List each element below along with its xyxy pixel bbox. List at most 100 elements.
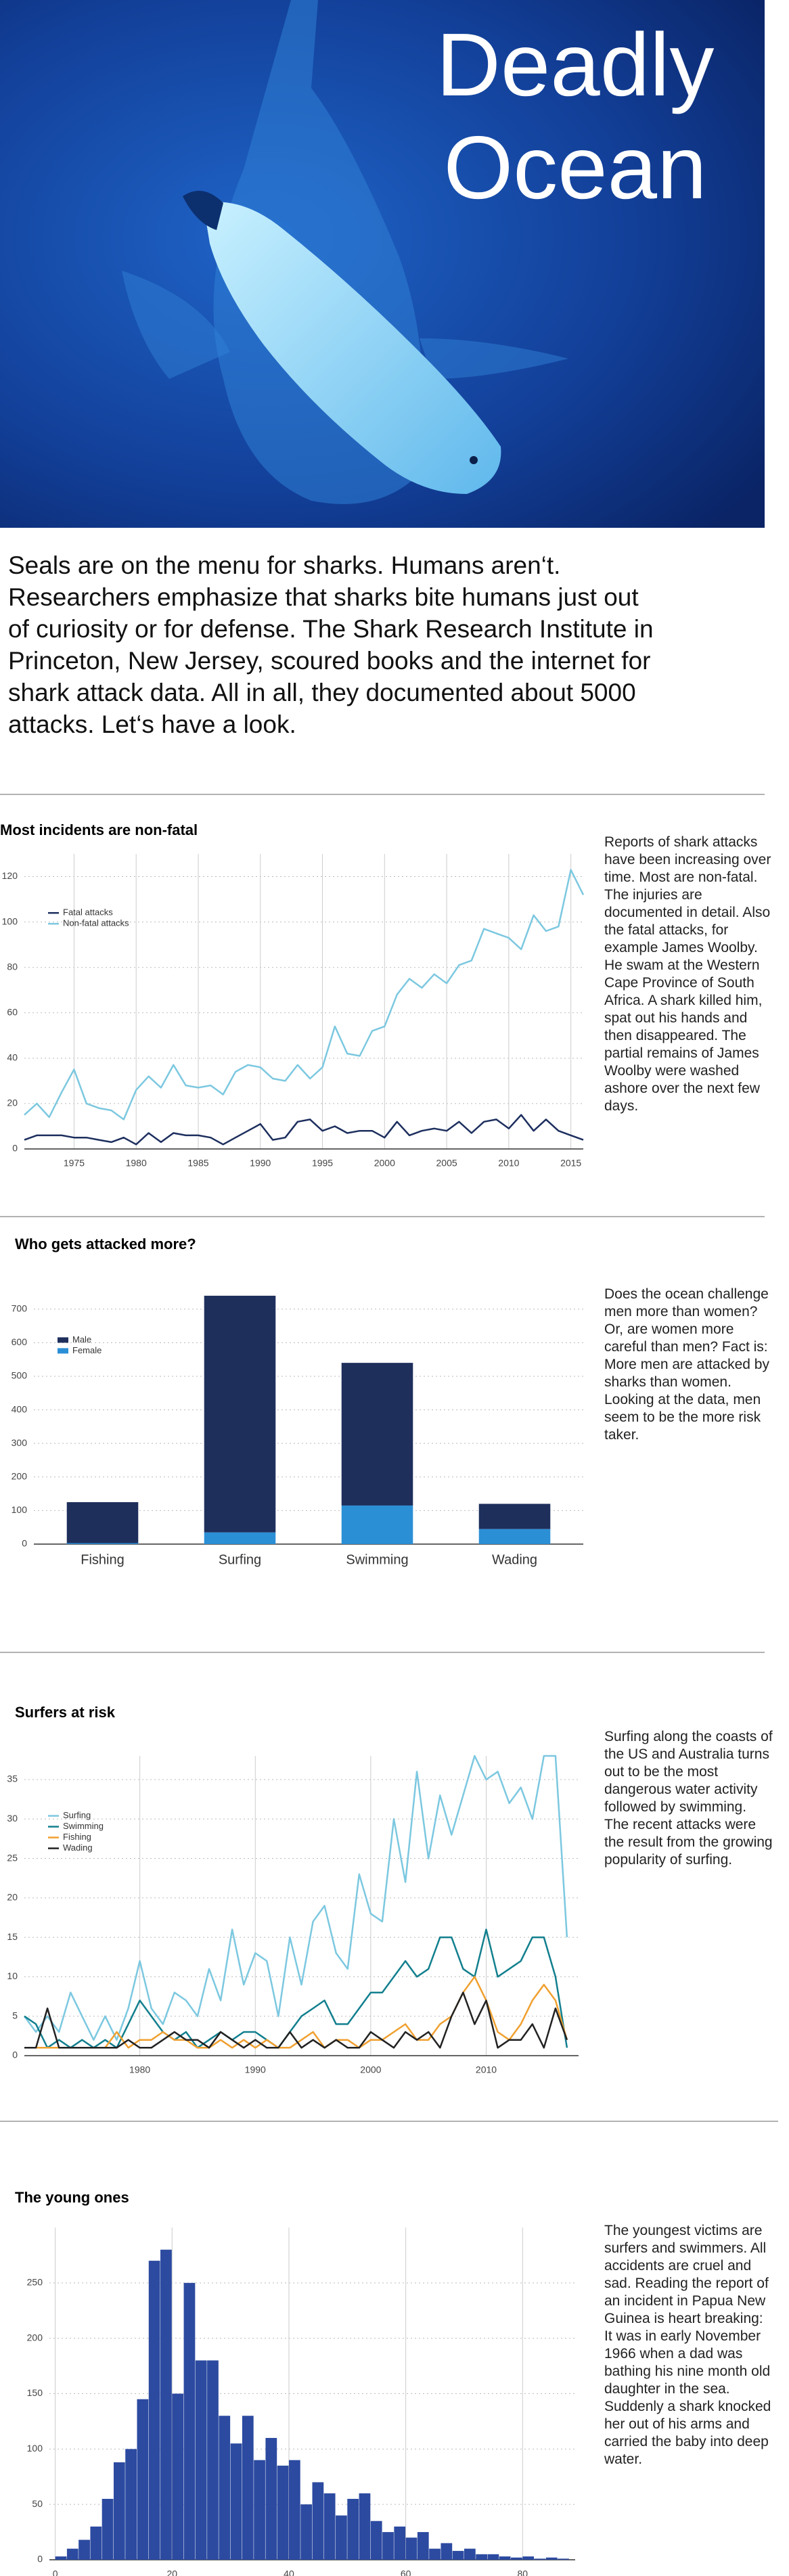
seal-eye xyxy=(470,456,478,464)
histogram-bar xyxy=(312,2482,324,2560)
histogram-bar xyxy=(429,2548,441,2560)
y-tick-label: 60 xyxy=(7,1006,18,1017)
y-tick-label: 250 xyxy=(27,2277,43,2288)
x-tick-label: 20 xyxy=(167,2569,178,2576)
histogram-bar xyxy=(265,2437,277,2560)
bar-segment xyxy=(66,1501,139,1543)
chart-title: Who gets attacked more? xyxy=(15,1236,196,1252)
histogram-bar xyxy=(137,2399,149,2560)
histogram-bar xyxy=(219,2416,231,2560)
series-line xyxy=(24,1976,568,2049)
x-tick-label: 1975 xyxy=(64,1158,85,1169)
legend-label: Male xyxy=(72,1334,91,1345)
legend-label: Swimming xyxy=(63,1821,104,1831)
y-tick-label: 40 xyxy=(7,1052,18,1063)
histogram-bar xyxy=(336,2515,347,2560)
x-tick-label: Swimming xyxy=(346,1552,408,1567)
histogram-bar xyxy=(476,2554,487,2560)
histogram-bar xyxy=(160,2249,172,2560)
x-tick-label: Surfing xyxy=(219,1552,261,1567)
y-tick-label: 120 xyxy=(2,870,18,881)
legend-label: Female xyxy=(72,1345,102,1355)
histogram-bar xyxy=(113,2462,125,2560)
histogram-bar xyxy=(195,2360,207,2560)
series-line xyxy=(24,869,585,1121)
histogram-bar xyxy=(511,2557,522,2560)
histogram-bar xyxy=(359,2493,371,2560)
histogram-bar xyxy=(323,2493,336,2560)
legend-swatch xyxy=(58,1348,68,1354)
y-tick-label: 5 xyxy=(12,2010,18,2020)
x-tick-label: 2000 xyxy=(374,1158,395,1169)
y-tick-label: 20 xyxy=(7,1892,18,1903)
y-tick-label: 0 xyxy=(22,1538,27,1549)
x-tick-label: 2010 xyxy=(476,2064,497,2075)
series-line xyxy=(24,1928,568,2049)
x-tick-label: 2000 xyxy=(360,2064,381,2075)
histogram-bar xyxy=(487,2554,499,2560)
histogram-bar xyxy=(78,2539,90,2560)
seal xyxy=(203,202,501,494)
histogram-bar xyxy=(125,2449,137,2560)
bar-segment xyxy=(204,1532,276,1544)
y-tick-label: 150 xyxy=(27,2387,43,2398)
bar-segment xyxy=(341,1505,413,1544)
histogram-bar xyxy=(183,2282,196,2560)
shark-fin xyxy=(122,271,230,379)
histogram-bar xyxy=(370,2521,382,2560)
histogram-bar xyxy=(464,2548,476,2560)
series-line xyxy=(24,1991,568,2049)
y-tick-label: 10 xyxy=(7,1970,18,1981)
histogram-bar xyxy=(66,2548,78,2560)
histogram-bar xyxy=(300,2504,312,2560)
histogram-bar xyxy=(382,2532,394,2560)
chart-description: Does the ocean challenge men more than w… xyxy=(604,1286,769,1443)
x-tick-label: 40 xyxy=(284,2569,294,2576)
seal-flipper xyxy=(183,191,223,230)
histogram-bar xyxy=(522,2556,535,2560)
y-tick-label: 600 xyxy=(12,1336,28,1347)
y-tick-label: 700 xyxy=(12,1303,28,1313)
series-line xyxy=(24,1114,584,1146)
x-tick-label: 2005 xyxy=(436,1158,457,1169)
x-tick-label: Wading xyxy=(492,1552,537,1567)
histogram-bar xyxy=(102,2498,114,2560)
bar-segment xyxy=(66,1543,139,1544)
legend-label: Wading xyxy=(63,1843,93,1853)
histogram-bar xyxy=(242,2416,254,2560)
histogram-bar xyxy=(534,2558,546,2560)
y-tick-label: 20 xyxy=(7,1098,18,1108)
y-tick-label: 30 xyxy=(7,1813,18,1824)
chart-title: Most incidents are non-fatal xyxy=(0,821,198,838)
histogram-bar xyxy=(347,2498,359,2560)
chart-title: The young ones xyxy=(15,2189,129,2206)
chart-title: Surfers at risk xyxy=(15,1704,116,1721)
y-tick-label: 0 xyxy=(12,1143,18,1154)
bar-segment xyxy=(478,1504,551,1529)
histogram-bar xyxy=(55,2556,67,2560)
x-tick-label: Fishing xyxy=(81,1552,124,1567)
shark-fin xyxy=(420,338,568,379)
intro-text: Seals are on the menu for sharks. Humans… xyxy=(8,551,654,738)
histogram-bar xyxy=(90,2526,102,2560)
histogram-bar xyxy=(545,2557,558,2560)
y-tick-label: 500 xyxy=(12,1370,28,1381)
histogram-bar xyxy=(394,2526,406,2560)
y-tick-label: 0 xyxy=(37,2554,43,2564)
x-tick-label: 1990 xyxy=(245,2064,266,2075)
histogram-bar xyxy=(417,2532,429,2560)
legend-label: Fatal attacks xyxy=(63,907,113,918)
x-tick-label: 60 xyxy=(401,2569,411,2576)
legend-label: Fishing xyxy=(63,1832,91,1842)
y-tick-label: 400 xyxy=(12,1403,28,1414)
x-tick-label: 0 xyxy=(53,2569,58,2576)
x-tick-label: 1990 xyxy=(250,1158,271,1169)
histogram-bar xyxy=(207,2360,219,2560)
y-tick-label: 100 xyxy=(2,916,18,926)
y-tick-label: 100 xyxy=(12,1504,28,1515)
histogram-bar xyxy=(499,2556,511,2560)
x-tick-label: 1980 xyxy=(129,2064,150,2075)
histogram-bar xyxy=(405,2537,418,2560)
